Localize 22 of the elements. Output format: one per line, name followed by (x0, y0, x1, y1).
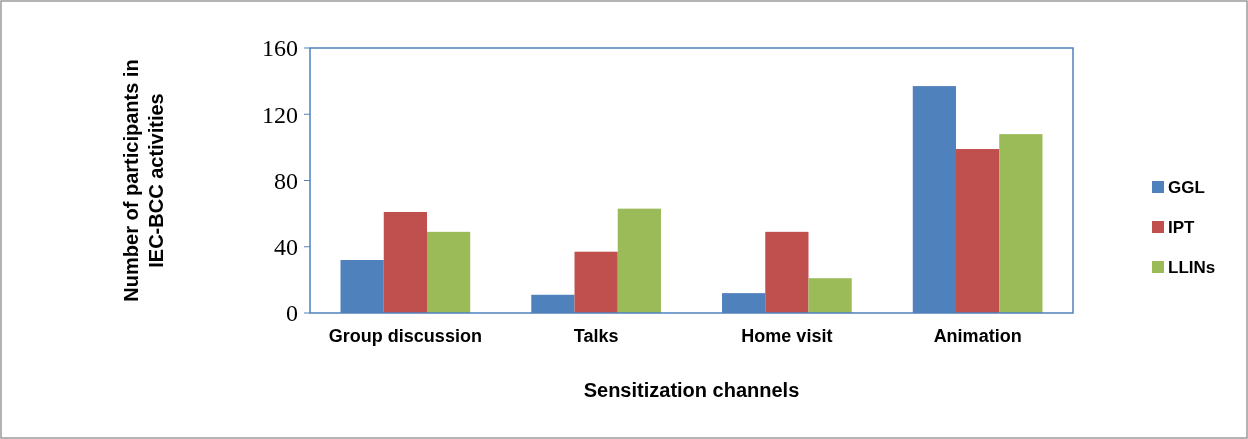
y-axis-title: Number of participants in IEC-BCC activities (120, 59, 167, 302)
legend-label: GGL (1168, 177, 1205, 197)
x-axis-title: Sensitization channels (583, 379, 800, 401)
bar (383, 211, 427, 313)
bar (617, 208, 661, 313)
bar (808, 278, 852, 313)
y-tick-label: 160 (262, 35, 298, 62)
bar (765, 231, 809, 313)
y-tick-label: 0 (286, 300, 298, 327)
bar (426, 231, 471, 313)
legend-label: LLINs (1168, 257, 1216, 277)
bar (574, 251, 618, 313)
x-tick-label: Animation (933, 326, 1022, 346)
y-tick-label: 120 (262, 101, 298, 128)
bar (999, 134, 1043, 313)
y-tick-label: 80 (274, 167, 298, 194)
x-tick-label: Home visit (741, 326, 833, 346)
y-tick-label: 40 (274, 234, 298, 261)
x-tick-label: Talks (573, 326, 619, 346)
bar (956, 149, 1000, 313)
x-tick-label: Group discussion (328, 326, 482, 346)
legend-label: IPT (1168, 217, 1196, 237)
